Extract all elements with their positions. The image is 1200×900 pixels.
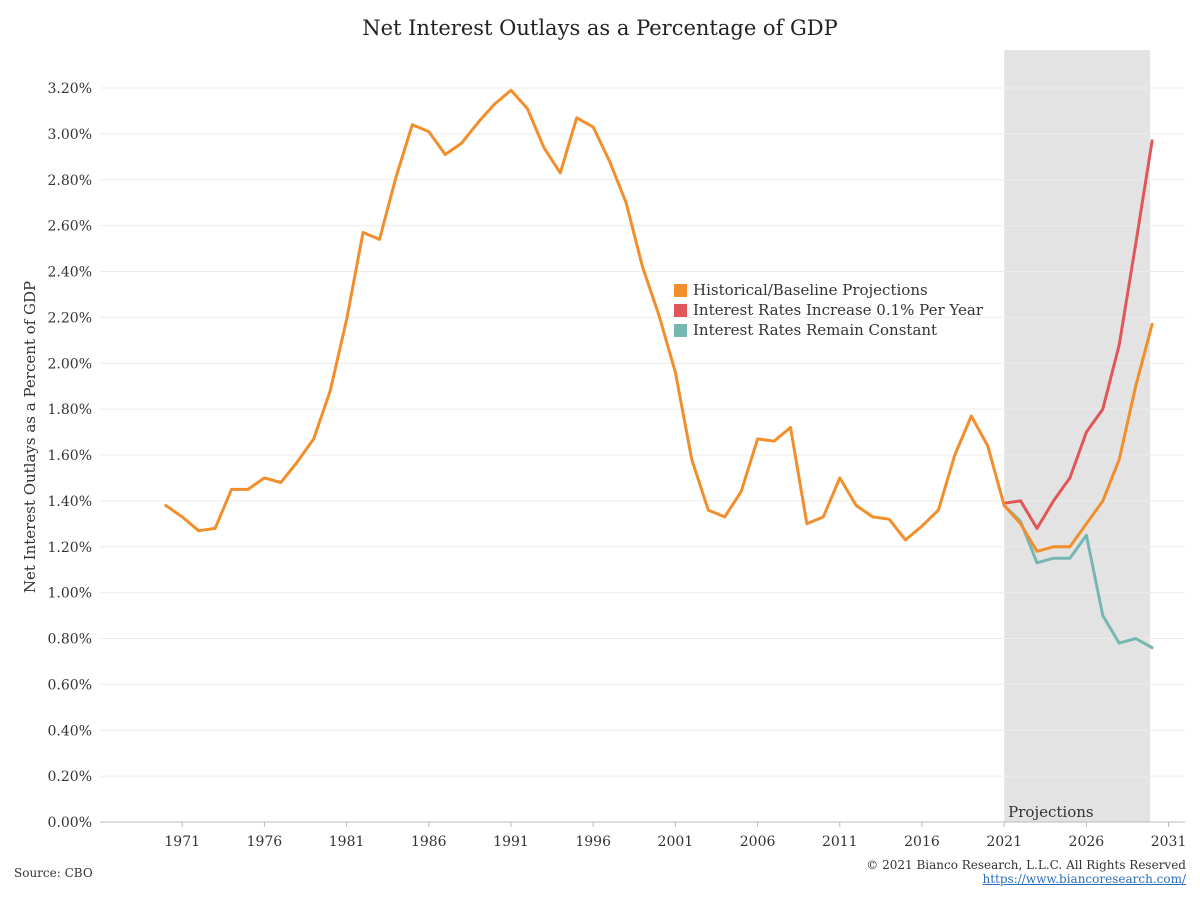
y-tick-label: 1.40% <box>48 494 92 510</box>
legend-item: Interest Rates Remain Constant <box>674 320 983 340</box>
x-tick-label: 1991 <box>493 834 529 850</box>
series-line-interest-rates-remain-constant <box>1002 504 1154 650</box>
projection-label: Projections <box>1008 803 1093 821</box>
copyright-block: © 2021 Bianco Research, L.L.C. All Right… <box>866 858 1186 886</box>
x-tick-label: 1976 <box>247 834 283 850</box>
y-axis-label: Net Interest Outlays as a Percent of GDP <box>21 281 39 593</box>
x-tick-label: 2006 <box>740 834 776 850</box>
legend-label: Interest Rates Remain Constant <box>693 321 938 339</box>
x-tick-label: 2021 <box>986 834 1022 850</box>
x-tick-label: 1996 <box>575 834 611 850</box>
legend: Historical/Baseline Projections Interest … <box>674 280 983 340</box>
y-tick-label: 3.00% <box>48 127 92 143</box>
y-tick-label: 1.20% <box>48 540 92 556</box>
x-tick-label: 2031 <box>1151 834 1187 850</box>
x-tick-label: 2001 <box>658 834 694 850</box>
website-link[interactable]: https://www.biancoresearch.com/ <box>982 872 1186 886</box>
x-tick-label: 1981 <box>329 834 365 850</box>
copyright-text: © 2021 Bianco Research, L.L.C. All Right… <box>866 858 1186 872</box>
series-line-historical-baseline-projections <box>164 88 1154 553</box>
legend-swatch <box>674 303 687 317</box>
y-tick-label: 2.20% <box>48 310 92 326</box>
y-tick-label: 0.40% <box>48 723 92 739</box>
x-tick-label: 1971 <box>164 834 200 850</box>
x-tick-label: 2011 <box>822 834 858 850</box>
y-tick-label: 1.00% <box>48 586 92 602</box>
y-tick-label: 3.20% <box>48 81 92 97</box>
y-tick-label: 2.60% <box>48 219 92 235</box>
y-tick-label: 0.60% <box>48 677 92 693</box>
x-tick-label: 1986 <box>411 834 447 850</box>
projection-region <box>1004 50 1151 822</box>
legend-label: Interest Rates Increase 0.1% Per Year <box>693 301 984 319</box>
legend-item: Interest Rates Increase 0.1% Per Year <box>674 300 983 320</box>
y-tick-label: 1.60% <box>48 448 92 464</box>
legend-swatch <box>674 323 687 337</box>
legend-item: Historical/Baseline Projections <box>674 280 983 300</box>
legend-swatch <box>674 283 687 297</box>
legend-label: Historical/Baseline Projections <box>693 281 928 299</box>
y-tick-label: 2.00% <box>48 356 92 372</box>
y-tick-label: 1.80% <box>48 402 92 418</box>
y-tick-label: 0.00% <box>48 815 92 831</box>
y-tick-label: 2.80% <box>48 173 92 189</box>
y-tick-label: 0.80% <box>48 632 92 648</box>
series-line-interest-rates-increase-0-1-per-year <box>1002 139 1154 530</box>
x-tick-label: 2016 <box>904 834 940 850</box>
x-tick-label: 2026 <box>1069 834 1105 850</box>
y-tick-label: 2.40% <box>48 265 92 281</box>
source-note: Source: CBO <box>14 866 93 880</box>
y-tick-label: 0.20% <box>48 769 92 785</box>
chart-title: Net Interest Outlays as a Percentage of … <box>362 16 838 40</box>
